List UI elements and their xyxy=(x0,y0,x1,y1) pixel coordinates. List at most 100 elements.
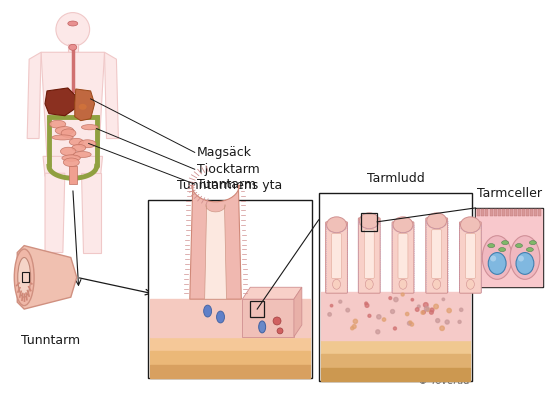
Bar xyxy=(361,213,377,231)
Polygon shape xyxy=(190,185,241,299)
Text: Tunntarmens yta: Tunntarmens yta xyxy=(177,179,283,192)
Bar xyxy=(150,337,310,351)
Ellipse shape xyxy=(510,236,540,279)
Ellipse shape xyxy=(427,213,447,229)
Text: Tarmceller: Tarmceller xyxy=(476,187,542,200)
Polygon shape xyxy=(41,52,104,158)
FancyBboxPatch shape xyxy=(398,234,408,278)
Bar xyxy=(475,208,543,287)
Bar xyxy=(150,351,310,364)
Bar xyxy=(530,209,533,216)
Circle shape xyxy=(377,315,381,319)
FancyBboxPatch shape xyxy=(364,230,374,278)
Circle shape xyxy=(430,310,433,314)
FancyBboxPatch shape xyxy=(426,218,448,293)
Ellipse shape xyxy=(63,158,79,166)
Circle shape xyxy=(352,325,356,328)
Ellipse shape xyxy=(60,147,76,156)
Ellipse shape xyxy=(14,249,34,306)
Bar xyxy=(493,209,497,216)
Ellipse shape xyxy=(488,252,506,274)
Circle shape xyxy=(460,308,463,312)
Circle shape xyxy=(447,308,452,313)
Circle shape xyxy=(415,308,419,311)
Circle shape xyxy=(353,319,358,324)
Circle shape xyxy=(273,317,281,325)
Polygon shape xyxy=(243,287,302,299)
Bar xyxy=(506,209,509,216)
Bar xyxy=(498,209,500,216)
Circle shape xyxy=(436,318,439,323)
Circle shape xyxy=(394,298,398,302)
Polygon shape xyxy=(43,156,102,176)
Ellipse shape xyxy=(52,135,73,140)
Circle shape xyxy=(368,314,371,317)
Polygon shape xyxy=(45,173,65,252)
Ellipse shape xyxy=(18,258,31,297)
FancyBboxPatch shape xyxy=(432,230,442,278)
Circle shape xyxy=(401,293,404,296)
Ellipse shape xyxy=(460,217,480,233)
Ellipse shape xyxy=(81,124,98,130)
Ellipse shape xyxy=(258,321,266,333)
Circle shape xyxy=(331,304,333,307)
Text: Tarmludd: Tarmludd xyxy=(367,172,425,185)
FancyBboxPatch shape xyxy=(326,222,348,293)
Ellipse shape xyxy=(488,244,494,248)
Ellipse shape xyxy=(466,279,474,289)
Ellipse shape xyxy=(204,305,212,317)
Circle shape xyxy=(434,304,438,309)
Ellipse shape xyxy=(393,217,413,233)
Bar xyxy=(243,299,294,337)
Bar xyxy=(321,354,470,368)
Ellipse shape xyxy=(79,104,87,110)
Circle shape xyxy=(56,12,90,46)
Bar xyxy=(476,209,542,286)
Circle shape xyxy=(490,256,496,262)
Ellipse shape xyxy=(515,244,522,248)
Circle shape xyxy=(424,303,428,307)
Bar xyxy=(148,200,312,378)
Circle shape xyxy=(411,298,414,301)
Polygon shape xyxy=(75,89,95,121)
Ellipse shape xyxy=(365,279,373,289)
Ellipse shape xyxy=(72,144,86,151)
Polygon shape xyxy=(45,88,75,116)
Bar xyxy=(510,209,513,216)
Bar xyxy=(318,193,472,382)
Bar xyxy=(518,209,521,216)
Circle shape xyxy=(442,298,444,301)
Circle shape xyxy=(365,302,367,305)
Bar xyxy=(486,209,488,216)
FancyBboxPatch shape xyxy=(459,222,481,293)
Ellipse shape xyxy=(69,44,77,50)
Text: © Toverud: © Toverud xyxy=(418,376,470,386)
Circle shape xyxy=(410,322,414,326)
Ellipse shape xyxy=(217,311,224,323)
Polygon shape xyxy=(104,52,118,138)
Bar xyxy=(477,209,480,216)
Circle shape xyxy=(409,321,412,324)
Ellipse shape xyxy=(516,252,534,274)
Bar xyxy=(150,364,310,378)
Circle shape xyxy=(426,308,430,312)
Circle shape xyxy=(376,330,380,334)
Circle shape xyxy=(350,326,354,330)
Bar xyxy=(321,292,470,340)
Ellipse shape xyxy=(55,126,74,135)
Circle shape xyxy=(277,328,283,334)
Circle shape xyxy=(408,321,411,325)
Polygon shape xyxy=(294,287,302,337)
Bar xyxy=(490,209,492,216)
Circle shape xyxy=(346,308,350,312)
Circle shape xyxy=(425,306,429,311)
Circle shape xyxy=(430,308,434,312)
Text: Tunntarm: Tunntarm xyxy=(21,334,80,347)
Ellipse shape xyxy=(502,241,509,245)
Circle shape xyxy=(518,256,524,262)
Text: Tjocktarm: Tjocktarm xyxy=(197,163,260,176)
Ellipse shape xyxy=(333,279,340,289)
Circle shape xyxy=(382,318,386,321)
Polygon shape xyxy=(205,205,227,299)
Bar xyxy=(526,209,529,216)
